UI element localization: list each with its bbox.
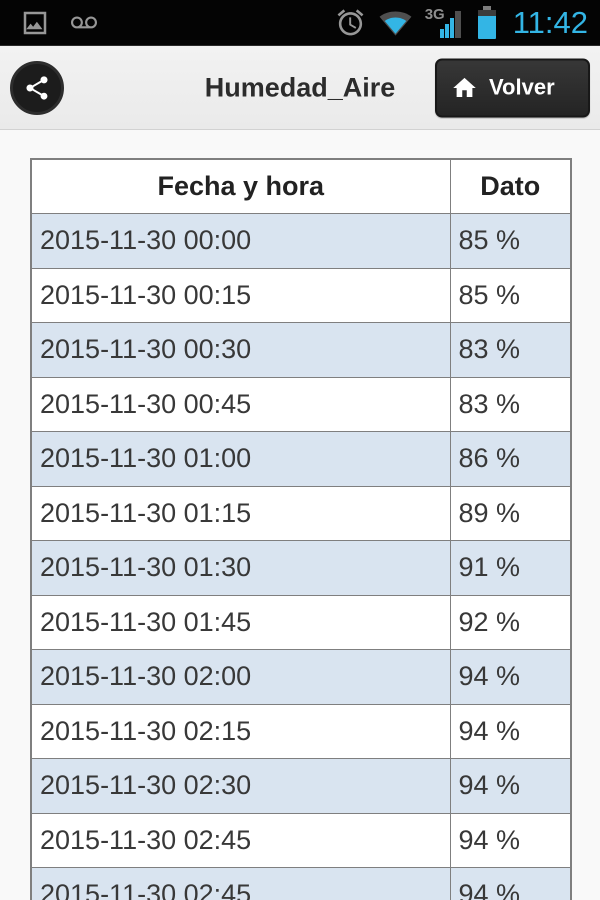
gallery-notification-icon: [20, 8, 50, 38]
table-row: 2015-11-30 00:30 83 %: [30, 322, 572, 378]
page-title: Humedad_Aire: [204, 72, 396, 102]
table-row: 2015-11-30 00:15 85 %: [30, 267, 572, 323]
status-bar-indicators: 3G 11:42: [335, 5, 590, 41]
cell-datetime: 2015-11-30 02:45: [30, 812, 451, 868]
table-row: 2015-11-30 01:00 86 %: [30, 431, 572, 487]
column-header-dato: Dato: [449, 158, 572, 214]
voicemail-notification-icon: [66, 10, 102, 36]
table-row: 2015-11-30 02:00 94 %: [30, 649, 572, 705]
network-type-label: 3G: [424, 5, 445, 23]
cell-value: 92 %: [449, 594, 572, 650]
share-button[interactable]: [10, 60, 64, 115]
back-button-label: Volver: [489, 74, 555, 100]
table-row: 2015-11-30 01:45 92 %: [30, 594, 572, 650]
table-row: 2015-11-30 00:00 85 %: [30, 213, 572, 269]
cell-datetime: 2015-11-30 00:30: [30, 322, 451, 378]
table-row: 2015-11-30 02:45 94 %: [30, 867, 572, 900]
wifi-icon: [379, 6, 412, 39]
table-row: 2015-11-30 01:15 89 %: [30, 485, 572, 541]
cell-value: 85 %: [449, 267, 572, 323]
cell-value: 94 %: [449, 812, 572, 868]
back-button[interactable]: Volver: [435, 58, 590, 117]
cell-datetime: 2015-11-30 02:00: [30, 649, 451, 705]
cell-value: 85 %: [449, 213, 572, 269]
cell-value: 83 %: [449, 376, 572, 432]
table-row: 2015-11-30 02:15 94 %: [30, 703, 572, 759]
cell-value: 83 %: [449, 322, 572, 378]
share-icon: [23, 74, 51, 102]
data-table: Fecha y hora Dato 2015-11-30 00:00 85 % 20…: [30, 158, 572, 900]
cell-datetime: 2015-11-30 02:45: [30, 867, 451, 900]
cell-datetime: 2015-11-30 01:15: [30, 485, 451, 541]
cell-datetime: 2015-11-30 01:30: [30, 540, 451, 596]
cell-value: 94 %: [449, 758, 572, 814]
table-header-row: Fecha y hora Dato: [30, 158, 572, 214]
table-row: 2015-11-30 02:45 94 %: [30, 812, 572, 868]
status-time: 11:42: [512, 4, 588, 40]
cell-value: 94 %: [449, 649, 572, 705]
status-bar-notifications: [10, 8, 102, 38]
home-icon: [451, 74, 478, 101]
cell-datetime: 2015-11-30 01:00: [30, 431, 451, 487]
cell-datetime: 2015-11-30 02:15: [30, 703, 451, 759]
column-header-fecha: Fecha y hora: [30, 158, 451, 214]
cell-value: 94 %: [449, 867, 572, 900]
signal-strength-icon: 3G: [425, 5, 463, 41]
alarm-icon: [335, 7, 366, 38]
cell-datetime: 2015-11-30 02:30: [30, 758, 451, 814]
cell-value: 86 %: [449, 431, 572, 487]
content-area: Fecha y hora Dato 2015-11-30 00:00 85 % 20…: [0, 130, 600, 900]
cell-datetime: 2015-11-30 00:45: [30, 376, 451, 432]
table-row: 2015-11-30 02:30 94 %: [30, 758, 572, 814]
table-row: 2015-11-30 00:45 83 %: [30, 376, 572, 432]
table-body: 2015-11-30 00:00 85 % 2015-11-30 00:15 85 %…: [30, 213, 572, 900]
battery-icon: [476, 6, 498, 39]
cell-datetime: 2015-11-30 00:00: [30, 213, 451, 269]
cell-value: 89 %: [449, 485, 572, 541]
cell-value: 94 %: [449, 703, 572, 759]
cell-datetime: 2015-11-30 00:15: [30, 267, 451, 323]
status-bar: 3G 11:42: [0, 0, 600, 46]
app-header: Humedad_Aire Volver: [0, 46, 600, 130]
cell-value: 91 %: [449, 540, 572, 596]
cell-datetime: 2015-11-30 01:45: [30, 594, 451, 650]
table-row: 2015-11-30 01:30 91 %: [30, 540, 572, 596]
